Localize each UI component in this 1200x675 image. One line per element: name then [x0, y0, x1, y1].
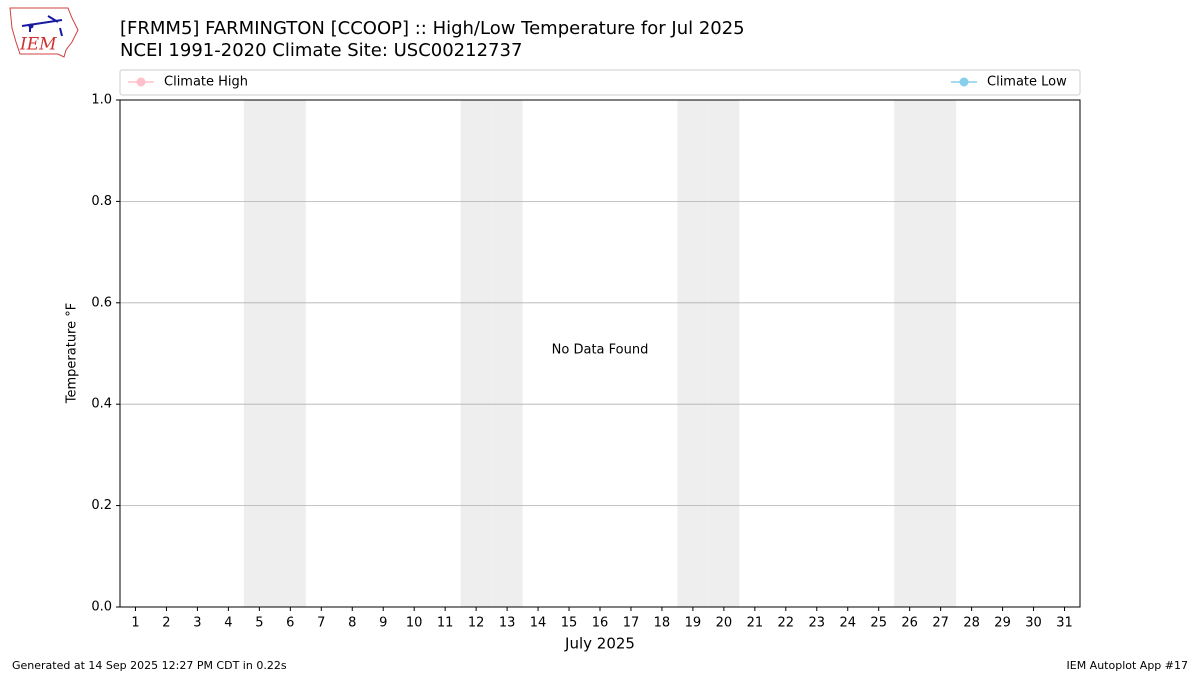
plot-frame: [119, 99, 1081, 608]
y-tick-label: 0.8: [91, 194, 112, 209]
x-tick-label: 31: [1056, 616, 1073, 631]
weekend-band: [243, 100, 275, 607]
x-tick-label: 23: [809, 616, 826, 631]
footer-right: IEM Autoplot App #17: [1067, 659, 1189, 672]
x-tick-label: 24: [839, 616, 856, 631]
weekend-band: [894, 100, 926, 607]
x-tick-label: 1: [131, 616, 139, 631]
annotation: No Data Found: [552, 343, 649, 358]
x-tick-label: 26: [901, 616, 918, 631]
chart-title: [FRMM5] FARMINGTON [CCOOP] :: High/Low T…: [120, 18, 745, 39]
x-tick-label: 13: [499, 616, 516, 631]
x-tick-label: 20: [716, 616, 733, 631]
x-tick-label: 30: [1025, 616, 1042, 631]
weekend-band: [708, 100, 740, 607]
x-tick-label: 3: [193, 616, 201, 631]
x-tick-label: 28: [963, 616, 980, 631]
x-tick-label: 14: [530, 616, 547, 631]
y-tick-label: 0.2: [91, 498, 112, 513]
footer-left: Generated at 14 Sep 2025 12:27 PM CDT in…: [12, 659, 287, 672]
x-tick-label: 6: [286, 616, 294, 631]
legend-marker: [136, 77, 146, 87]
y-tick-label: 0.6: [91, 295, 112, 310]
weekend-band: [274, 100, 306, 607]
logo: IEM: [9, 7, 79, 58]
x-tick-label: 8: [348, 616, 356, 631]
legend-marker: [959, 77, 969, 87]
x-axis-label: July 2025: [564, 635, 635, 653]
weekend-band: [491, 100, 523, 607]
weekend-band: [460, 100, 492, 607]
x-tick-label: 11: [437, 616, 454, 631]
y-tick-label: 0.4: [91, 397, 112, 412]
x-tick-label: 18: [654, 616, 671, 631]
legend-label: Climate Low: [987, 75, 1067, 90]
x-tick-label: 29: [994, 616, 1011, 631]
y-axis-label: Temperature °F: [65, 303, 80, 404]
x-tick-label: 21: [747, 616, 764, 631]
y-tick-label: 1.0: [91, 93, 112, 108]
x-tick-label: 2: [162, 616, 170, 631]
x-tick-label: 27: [932, 616, 949, 631]
legend-label: Climate High: [164, 75, 248, 90]
legend: [119, 69, 1081, 96]
x-tick-label: 17: [623, 616, 640, 631]
x-tick-label: 22: [778, 616, 795, 631]
x-tick-label: 5: [255, 616, 263, 631]
x-tick-label: 25: [870, 616, 887, 631]
y-tick-label: 0.0: [91, 600, 112, 615]
chart-subtitle: NCEI 1991-2020 Climate Site: USC00212737: [120, 40, 522, 61]
weekend-band: [925, 100, 957, 607]
x-tick-label: 19: [685, 616, 702, 631]
x-tick-label: 4: [224, 616, 232, 631]
x-tick-label: 10: [406, 616, 423, 631]
weekend-band: [677, 100, 709, 607]
x-tick-label: 15: [561, 616, 578, 631]
logo-text: IEM: [19, 35, 57, 55]
x-tick-label: 16: [592, 616, 609, 631]
x-tick-label: 7: [317, 616, 325, 631]
x-tick-label: 9: [379, 616, 387, 631]
x-tick-label: 12: [468, 616, 485, 631]
